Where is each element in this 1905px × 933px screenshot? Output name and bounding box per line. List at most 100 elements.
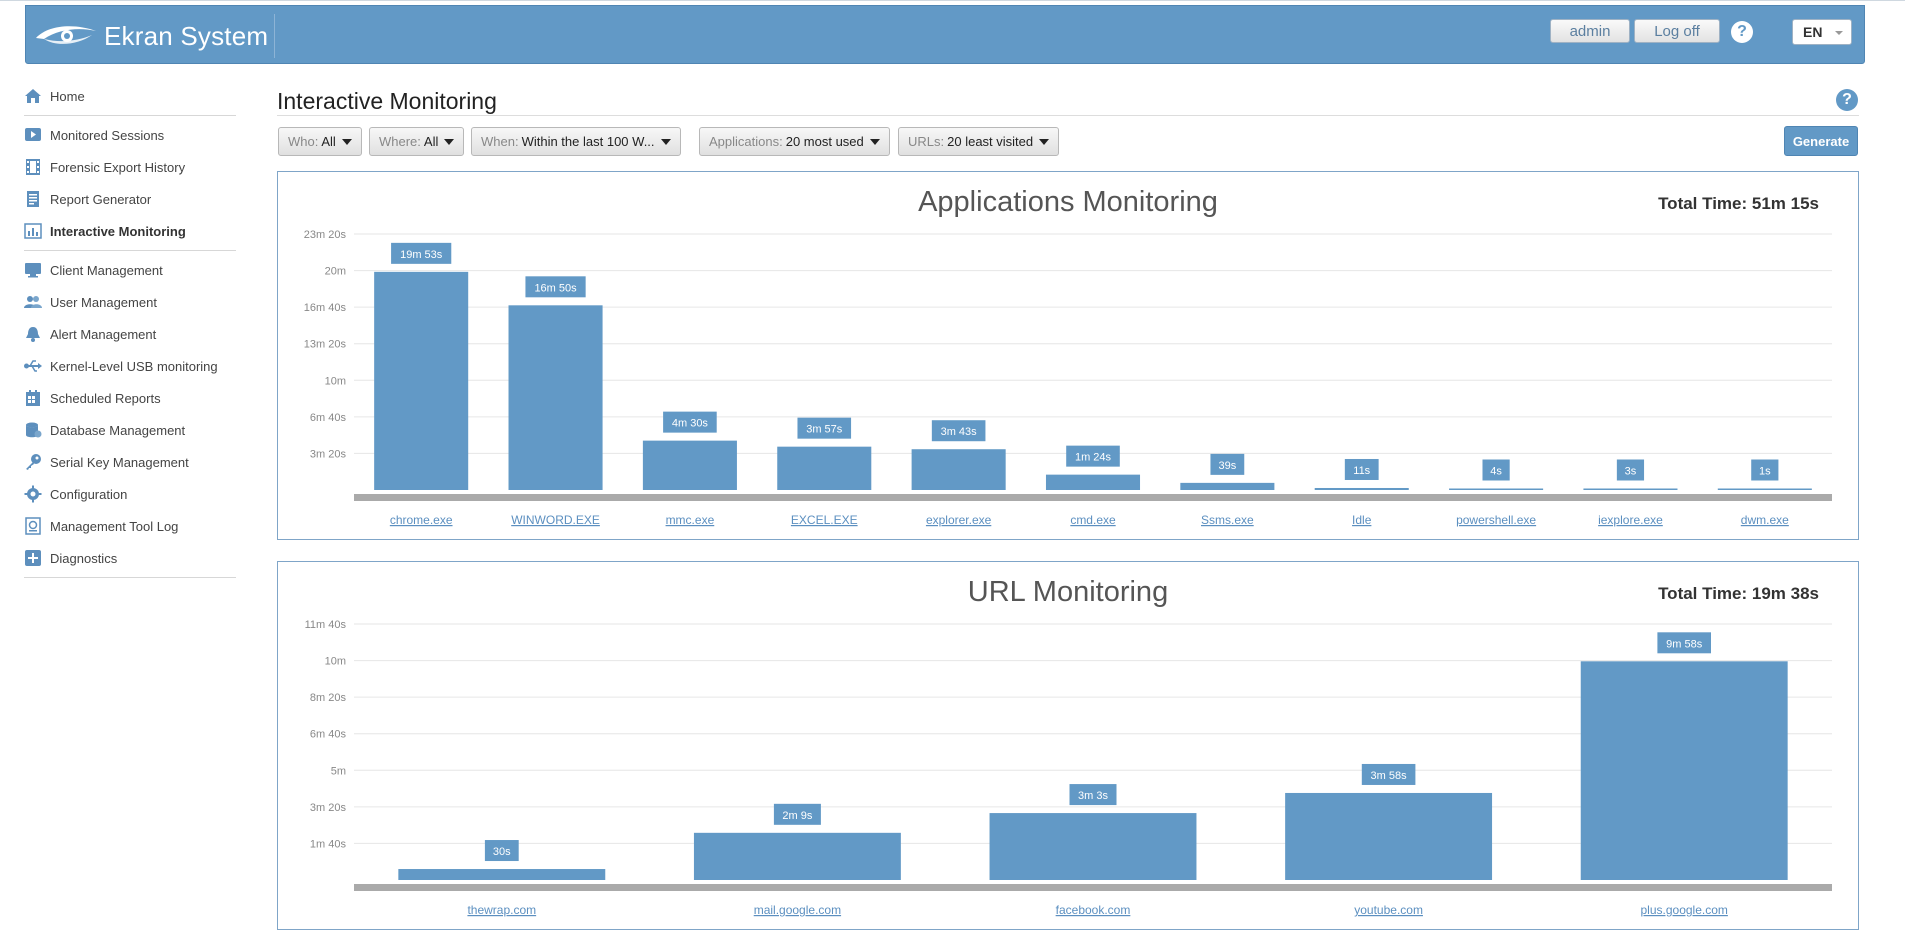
applications-chart: 3m 20s 6m 40s 10m 13m 20s 16m 40s 20m 23m 20s 1… <box>304 229 1832 527</box>
data-label-box <box>797 417 852 439</box>
data-label-box <box>931 420 986 442</box>
chevron-down-icon <box>1835 31 1843 35</box>
bar <box>989 813 1197 880</box>
data-label: 19m 53s <box>400 249 443 261</box>
category-link[interactable]: facebook.com <box>1056 903 1131 917</box>
sidebar-nav: Home Monitored Sessions Forensic Export … <box>24 80 236 581</box>
url-chart: 1m 40s 3m 20s 5m 6m 40s 8m 20s 10m 11m 40s 30s t… <box>305 619 1832 917</box>
total-time: Total Time: 51m 15s <box>1658 194 1819 213</box>
category-link[interactable]: youtube.com <box>1354 903 1423 917</box>
user-button[interactable]: admin <box>1550 19 1630 43</box>
category-link[interactable]: Ssms.exe <box>1201 513 1254 527</box>
sidebar-item-forensic-export[interactable]: Forensic Export History <box>24 151 236 183</box>
report-icon <box>24 190 42 208</box>
filter-value: All <box>423 134 439 149</box>
bar <box>1583 488 1678 490</box>
sidebar-item-scheduled-reports[interactable]: Scheduled Reports <box>24 382 236 414</box>
language-select[interactable]: EN <box>1792 19 1852 45</box>
category-link[interactable]: dwm.exe <box>1741 513 1789 527</box>
y-tick-label: 1m 40s <box>310 838 347 850</box>
category-link[interactable]: EXCEL.EXE <box>791 513 858 527</box>
sidebar-item-label: Database Management <box>50 422 186 438</box>
sidebar-item-label: Management Tool Log <box>50 518 179 534</box>
filter-value: All <box>321 134 336 149</box>
category-link[interactable]: WINWORD.EXE <box>511 513 600 527</box>
category-link[interactable]: cmd.exe <box>1070 513 1116 527</box>
bar <box>1314 487 1409 490</box>
title-divider <box>277 115 1859 116</box>
app-header: Ekran System admin Log off ? EN <box>25 5 1865 64</box>
sidebar-item-user-management[interactable]: User Management <box>24 286 236 318</box>
filter-key: URLs: <box>908 134 945 149</box>
y-tick-label: 16m 40s <box>304 302 347 314</box>
bar <box>777 446 872 490</box>
filter-value: 20 least visited <box>947 134 1034 149</box>
bar <box>1717 488 1812 490</box>
url-monitoring-panel: 1m 40s 3m 20s 5m 6m 40s 8m 20s 10m 11m 40s 30s t… <box>277 561 1859 930</box>
category-link[interactable]: powershell.exe <box>1456 513 1536 527</box>
y-tick-label: 13m 20s <box>304 339 347 351</box>
play-icon <box>24 126 42 144</box>
data-label: 9m 58s <box>1666 638 1703 650</box>
generate-button[interactable]: Generate <box>1784 126 1858 156</box>
home-icon <box>24 87 42 105</box>
header-help-icon[interactable]: ? <box>1731 21 1753 43</box>
who-filter[interactable]: Who: All <box>278 127 362 156</box>
logoff-button[interactable]: Log off <box>1634 19 1720 43</box>
sidebar-item-client-management[interactable]: Client Management <box>24 254 236 286</box>
usb-icon <box>24 357 42 375</box>
data-label-box <box>1344 458 1379 480</box>
category-link[interactable]: mmc.exe <box>666 513 715 527</box>
browser-top-edge <box>0 0 1905 5</box>
sidebar-item-monitored-sessions[interactable]: Monitored Sessions <box>24 119 236 151</box>
data-label: 11s <box>1353 465 1370 477</box>
where-filter[interactable]: Where: All <box>369 127 465 156</box>
sidebar-item-home[interactable]: Home <box>24 80 236 112</box>
y-tick-label: 6m 40s <box>310 412 347 424</box>
sidebar-item-database-management[interactable]: Database Management <box>24 414 236 446</box>
caret-down-icon <box>444 138 455 145</box>
sidebar-item-diagnostics[interactable]: Diagnostics <box>24 542 236 574</box>
sidebar-item-report-generator[interactable]: Report Generator <box>24 183 236 215</box>
data-label-box <box>484 840 519 862</box>
data-label: 1s <box>1759 466 1771 478</box>
data-label-box <box>1361 763 1416 785</box>
when-filter[interactable]: When: Within the last 100 W... <box>471 127 681 156</box>
category-link[interactable]: explorer.exe <box>926 513 992 527</box>
category-link[interactable]: iexplore.exe <box>1598 513 1663 527</box>
panel-title: URL Monitoring <box>967 576 1169 608</box>
data-label-box <box>1657 632 1711 654</box>
sidebar-item-label: Configuration <box>50 486 128 502</box>
filter-value: 20 most used <box>785 134 864 149</box>
filter-key: Applications: <box>709 134 783 149</box>
category-link[interactable]: thewrap.com <box>467 903 536 917</box>
category-link[interactable]: plus.google.com <box>1641 903 1728 917</box>
filter-key: Where: <box>379 134 421 149</box>
bar <box>911 449 1006 490</box>
sidebar-item-serial-key-management[interactable]: Serial Key Management <box>24 446 236 478</box>
applications-filter[interactable]: Applications: 20 most used <box>699 127 890 156</box>
category-link[interactable]: Idle <box>1352 513 1372 527</box>
sidebar-item-label: Diagnostics <box>50 550 118 566</box>
calendar-icon <box>24 389 42 407</box>
sidebar-item-alert-management[interactable]: Alert Management <box>24 318 236 350</box>
eye-logo-icon <box>36 26 96 44</box>
category-link[interactable]: chrome.exe <box>390 513 453 527</box>
brand-logo[interactable]: Ekran System <box>34 16 284 56</box>
sidebar-item-interactive-monitoring[interactable]: Interactive Monitoring <box>24 215 236 247</box>
sidebar-item-management-tool-log[interactable]: Management Tool Log <box>24 510 236 542</box>
sidebar-item-label: Client Management <box>50 262 163 278</box>
nav-divider <box>24 577 236 578</box>
page-help-icon[interactable]: ? <box>1836 89 1858 111</box>
data-label: 4m 30s <box>672 418 709 430</box>
sidebar-item-usb-monitoring[interactable]: Kernel-Level USB monitoring <box>24 350 236 382</box>
urls-filter[interactable]: URLs: 20 least visited <box>898 127 1060 156</box>
data-label-box <box>663 411 717 433</box>
data-label: 3s <box>1625 466 1637 478</box>
filter-key: Who: <box>288 134 319 149</box>
nav-divider <box>24 250 236 251</box>
sidebar-item-label: Kernel-Level USB monitoring <box>50 358 218 374</box>
sidebar-item-configuration[interactable]: Configuration <box>24 478 236 510</box>
category-link[interactable]: mail.google.com <box>754 903 841 917</box>
data-label: 3m 58s <box>1371 770 1408 782</box>
